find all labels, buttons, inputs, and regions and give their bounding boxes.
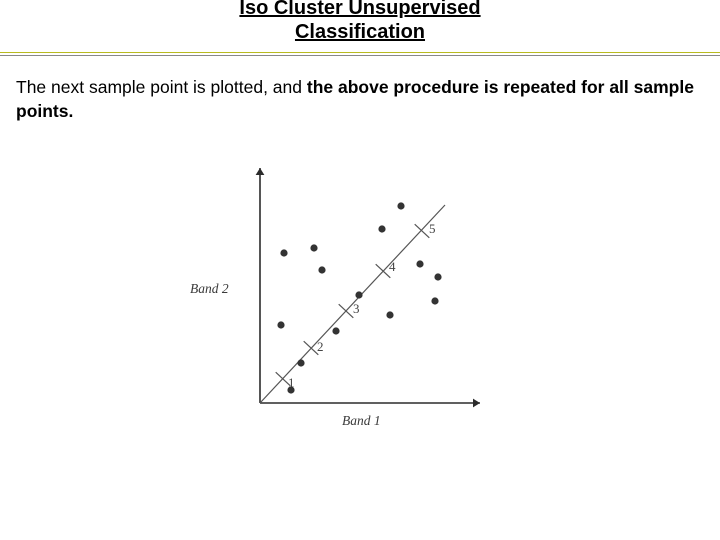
data-point (397, 203, 404, 210)
body-paragraph: The next sample point is plotted, and th… (0, 56, 720, 123)
data-point (431, 298, 438, 305)
data-point (318, 267, 325, 274)
y-axis-arrow-icon (256, 168, 265, 175)
data-point (277, 322, 284, 329)
data-point (280, 250, 287, 257)
slide-header: Iso Cluster Unsupervised Classification (0, 0, 720, 56)
data-point (310, 245, 317, 252)
y-axis-label: Band 2 (190, 281, 229, 297)
scatter-chart: Band 2 Band 1 12345 (190, 153, 530, 443)
data-point (297, 360, 304, 367)
data-point (416, 261, 423, 268)
chart-svg: 12345 (190, 153, 530, 443)
x-axis-arrow-icon (473, 399, 480, 408)
header-rules (0, 52, 720, 56)
rule-bottom (0, 55, 720, 56)
data-point (386, 312, 393, 319)
body-text-prefix: The next sample point is plotted, and (16, 77, 307, 97)
tick-label: 4 (389, 259, 396, 274)
title-line-1: Iso Cluster Unsupervised (239, 0, 480, 19)
tick-label: 3 (353, 301, 360, 316)
data-point (434, 274, 441, 281)
chart-container: Band 2 Band 1 12345 (0, 153, 720, 443)
tick-label: 2 (317, 339, 324, 354)
data-point (287, 387, 294, 394)
slide-title: Iso Cluster Unsupervised Classification (239, 0, 480, 44)
data-point (355, 292, 362, 299)
x-axis-label: Band 1 (342, 413, 381, 429)
data-point (378, 226, 385, 233)
tick-label: 5 (429, 221, 436, 236)
data-point (332, 328, 339, 335)
title-line-2: Classification (295, 21, 425, 43)
